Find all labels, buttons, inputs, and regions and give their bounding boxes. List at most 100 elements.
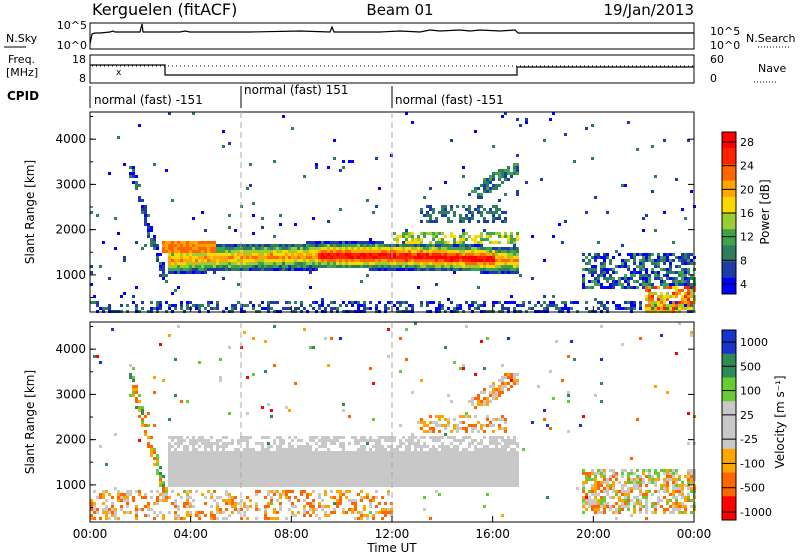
velocity-cell <box>288 478 291 481</box>
velocity-cell <box>459 478 462 481</box>
velocity-cell <box>312 502 315 505</box>
power-cell <box>417 244 420 247</box>
power-cell <box>105 307 108 310</box>
velocity-cell <box>267 463 270 466</box>
velocity-cell <box>339 460 342 463</box>
velocity-cell <box>297 475 300 478</box>
power-cell <box>351 304 354 307</box>
velocity-cell <box>507 472 510 475</box>
velocity-cell <box>477 460 480 463</box>
power-cell <box>273 268 276 271</box>
velocity-cell <box>168 445 171 448</box>
velocity-cell <box>174 466 177 469</box>
power-cell <box>423 232 426 235</box>
velocity-cell <box>291 469 294 472</box>
power-cell <box>582 274 585 277</box>
power-cell <box>489 256 492 259</box>
power-cell <box>666 277 669 280</box>
velocity-cell <box>582 499 585 502</box>
velocity-cell <box>168 451 171 454</box>
velocity-cell <box>234 466 237 469</box>
power-cell <box>225 268 228 271</box>
velocity-cell <box>201 457 204 460</box>
velocity-cell <box>372 517 375 520</box>
power-cell <box>186 268 189 271</box>
power-cell <box>321 247 324 250</box>
velocity-cell <box>219 451 222 454</box>
velocity-cell <box>423 484 426 487</box>
velocity-cell <box>255 481 258 484</box>
velocity-cell <box>426 481 429 484</box>
velocity-cell <box>351 451 354 454</box>
power-cell <box>684 283 687 286</box>
power-cell <box>438 304 441 307</box>
velocity-cell <box>171 436 174 439</box>
power-cell <box>450 268 453 271</box>
velocity-cell <box>90 505 93 508</box>
power-cell <box>291 268 294 271</box>
power-cell <box>666 295 669 298</box>
velocity-cell <box>270 409 273 412</box>
velocity-cell <box>114 517 117 520</box>
power-cell <box>627 286 630 289</box>
velocity-cell <box>162 379 165 382</box>
velocity-cell <box>459 454 462 457</box>
velocity-cell <box>501 382 504 385</box>
velocity-cell <box>276 463 279 466</box>
power-cell <box>192 247 195 250</box>
power-cell <box>447 250 450 253</box>
power-cell <box>411 250 414 253</box>
velocity-cell <box>396 460 399 463</box>
velocity-cell <box>357 511 360 514</box>
velocity-cell <box>417 463 420 466</box>
power-cell <box>642 280 645 283</box>
velocity-cell <box>186 514 189 517</box>
velocity-cell <box>321 505 324 508</box>
power-cell <box>666 292 669 295</box>
power-cell <box>333 244 336 247</box>
power-cell <box>444 265 447 268</box>
power-cell <box>411 262 414 265</box>
power-cell <box>513 241 516 244</box>
velocity-cell <box>303 457 306 460</box>
velocity-cell <box>177 436 180 439</box>
velocity-cell <box>612 496 615 499</box>
velocity-cell <box>330 481 333 484</box>
velocity-cell <box>219 481 222 484</box>
velocity-cell <box>426 445 429 448</box>
power-cell <box>441 304 444 307</box>
power-cell <box>435 262 438 265</box>
power-cell <box>516 253 519 256</box>
velocity-cell <box>228 493 231 496</box>
velocity-cell <box>405 328 408 331</box>
velocity-cell <box>303 445 306 448</box>
velocity-cell <box>315 460 318 463</box>
power-cell <box>219 262 222 265</box>
velocity-cell <box>393 439 396 442</box>
velocity-cell <box>153 391 156 394</box>
velocity-cell <box>99 445 102 448</box>
velocity-cell <box>150 454 153 457</box>
velocity-cell <box>426 430 429 433</box>
velocity-cell <box>486 460 489 463</box>
power-cell <box>639 301 642 304</box>
velocity-cell <box>300 460 303 463</box>
power-cell <box>171 256 174 259</box>
velocity-cell <box>228 454 231 457</box>
velocity-cell <box>393 478 396 481</box>
power-cell <box>597 241 600 244</box>
power-cell <box>357 304 360 307</box>
velocity-cell <box>384 472 387 475</box>
velocity-cell <box>462 439 465 442</box>
velocity-cell <box>273 493 276 496</box>
power-cell <box>108 304 111 307</box>
velocity-cell <box>345 490 348 493</box>
velocity-cell <box>264 517 267 520</box>
power-cell <box>204 307 207 310</box>
power-cell <box>663 262 666 265</box>
power-cell <box>468 259 471 262</box>
velocity-cell <box>213 484 216 487</box>
power-cell <box>471 304 474 307</box>
power-cell <box>498 184 501 187</box>
velocity-cell <box>285 406 288 409</box>
